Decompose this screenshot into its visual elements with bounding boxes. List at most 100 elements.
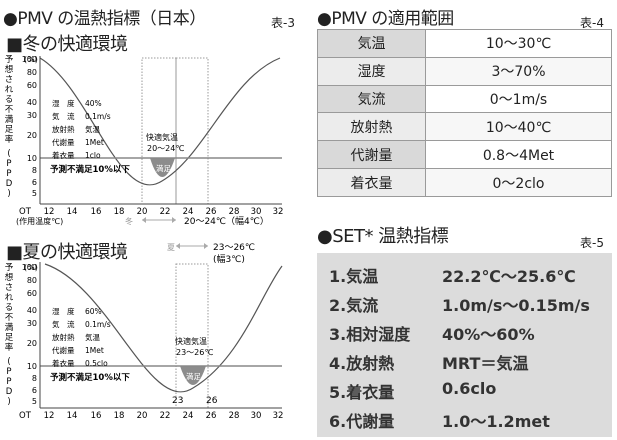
summer-threshold-label: 予測不満足10%以下 <box>50 372 130 383</box>
summer-satisfied-label: 満足 <box>186 372 201 381</box>
winter-heading: ■冬の快適環境 <box>6 34 128 55</box>
winter-x-caption: (作用温度℃) <box>16 216 63 226</box>
svg-text:さ: さ <box>5 75 14 85</box>
svg-text:5: 5 <box>32 397 37 406</box>
svg-text:OT: OT <box>19 207 32 217</box>
table-row: 着衣量 0～2clo <box>317 168 612 197</box>
svg-text:れ: れ <box>5 293 14 303</box>
summer-chart: 予 想 さ れ る 不 満 足 率 ( P P D ) (%) 100 80 6… <box>5 262 283 421</box>
svg-text:16: 16 <box>91 207 102 217</box>
svg-text:12: 12 <box>44 411 55 421</box>
svg-text:湿 度: 湿 度 <box>52 306 75 316</box>
svg-text:率: 率 <box>5 134 14 145</box>
svg-text:代謝量: 代謝量 <box>52 137 75 147</box>
svg-text:24: 24 <box>183 411 194 421</box>
svg-text:想: 想 <box>5 64 14 75</box>
set-row-label: 6.代謝量 <box>329 412 395 431</box>
svg-text:放射熱: 放射熱 <box>52 332 75 342</box>
summer-comfort-title: 快適気温 <box>175 336 207 346</box>
svg-text:10: 10 <box>27 154 37 163</box>
svg-text:気温: 気温 <box>85 332 100 342</box>
svg-text:60: 60 <box>27 289 37 298</box>
set-row-label: 5.着衣量 <box>329 383 395 402</box>
winter-x-ticks: OT 12 14 16 18 20 22 24 26 28 30 32 <box>19 207 283 217</box>
svg-text:): ) <box>7 189 10 199</box>
svg-text:40: 40 <box>27 98 37 107</box>
winter-range-note: 20～24℃（幅4℃） <box>184 215 269 227</box>
svg-text:0.5clo: 0.5clo <box>85 359 108 368</box>
set-row-value: 22.2℃～25.6℃ <box>442 267 576 286</box>
set-row-label: 4.放射熱 <box>329 354 395 373</box>
svg-text:20: 20 <box>27 131 37 140</box>
table-row: 代謝量 0.8～4Met <box>317 140 612 170</box>
set-row-value: 1.0m/s～0.15m/s <box>442 296 590 315</box>
svg-text:着衣量: 着衣量 <box>52 150 75 160</box>
summer-y-label: 予 想 さ れ る 不 満 足 率 ( P P D ) <box>5 263 14 407</box>
pmv-japan-title: ●PMV の温熱指標（日本） <box>3 9 206 29</box>
svg-text:6: 6 <box>32 386 37 395</box>
svg-text:16: 16 <box>91 411 102 421</box>
svg-text:28: 28 <box>229 411 240 421</box>
summer-satisfied-area <box>180 366 206 385</box>
summer-comfort-range: 23～26℃ <box>176 348 213 357</box>
svg-text:さ: さ <box>5 283 14 293</box>
svg-text:想: 想 <box>5 272 14 283</box>
svg-text:): ) <box>7 397 10 407</box>
svg-text:放射熱: 放射熱 <box>52 124 75 134</box>
summer-mark-23: 23 <box>172 396 183 406</box>
svg-text:22: 22 <box>160 411 171 421</box>
set-row-value: 40%～60% <box>442 325 535 344</box>
summer-pmv-curve <box>44 263 283 393</box>
winter-comfort-box-right <box>175 57 209 205</box>
svg-text:気温: 気温 <box>85 124 100 134</box>
svg-text:20: 20 <box>137 411 148 421</box>
summer-x-ticks: OT 12 14 16 18 20 22 24 26 28 30 32 <box>19 411 283 421</box>
pmv-range-table: 気温 10～30℃ 湿度 3～70% 気流 0～1m/s 放射熱 10～40℃ 代謝量 0… <box>317 29 612 197</box>
svg-text:満: 満 <box>5 323 14 333</box>
winter-season-mark: 冬 <box>125 216 133 226</box>
set-row-label: 3.相対湿度 <box>329 325 411 344</box>
svg-text:60%: 60% <box>85 307 102 316</box>
svg-text:着衣量: 着衣量 <box>52 358 75 368</box>
svg-text:湿 度: 湿 度 <box>52 98 75 108</box>
svg-text:18: 18 <box>114 411 125 421</box>
svg-text:30: 30 <box>27 111 37 120</box>
svg-text:60: 60 <box>27 81 37 90</box>
svg-text:(: ( <box>7 357 10 367</box>
svg-text:D: D <box>6 387 13 397</box>
svg-text:1Met: 1Met <box>85 346 104 355</box>
svg-text:14: 14 <box>67 411 78 421</box>
set-row-value: MRT＝気温 <box>442 354 529 373</box>
table4-label: 表-4 <box>580 16 604 30</box>
svg-text:足: 足 <box>5 333 14 343</box>
winter-chart: 予 想 さ れ る 不 満 足 率 ( P P D ) (%) 100 80 6… <box>5 55 284 227</box>
svg-text:気 流: 気 流 <box>52 319 75 329</box>
svg-text:20: 20 <box>27 339 37 348</box>
svg-text:足: 足 <box>5 125 14 135</box>
table3-label: 表-3 <box>271 16 295 30</box>
svg-text:28: 28 <box>229 207 240 217</box>
svg-text:予: 予 <box>5 55 14 65</box>
svg-text:気 流: 気 流 <box>52 111 75 121</box>
table-row: 放射熱 10～40℃ <box>317 112 612 142</box>
svg-text:30: 30 <box>251 207 262 217</box>
svg-text:22: 22 <box>160 207 171 217</box>
table5-title: ●SET* 温熱指標 <box>317 226 449 247</box>
svg-text:10: 10 <box>27 362 37 371</box>
set-row-label: 2.気流 <box>329 296 379 315</box>
svg-text:24: 24 <box>183 207 194 217</box>
svg-text:80: 80 <box>27 276 37 285</box>
svg-text:率: 率 <box>5 342 14 353</box>
svg-text:P: P <box>6 367 11 377</box>
svg-text:32: 32 <box>273 411 284 421</box>
svg-text:(: ( <box>7 149 10 159</box>
winter-comfort-title: 快適気温 <box>146 132 178 142</box>
summer-y-unit: (%) <box>24 263 38 272</box>
svg-text:8: 8 <box>32 166 37 175</box>
svg-text:OT: OT <box>19 411 32 421</box>
svg-text:100: 100 <box>22 263 37 272</box>
set-index-table: 1.気温 22.2℃～25.6℃ 2.気流 1.0m/s～0.15m/s 3.相… <box>317 253 612 437</box>
svg-text:30: 30 <box>27 319 37 328</box>
svg-text:100: 100 <box>22 55 37 64</box>
svg-text:30: 30 <box>251 411 262 421</box>
